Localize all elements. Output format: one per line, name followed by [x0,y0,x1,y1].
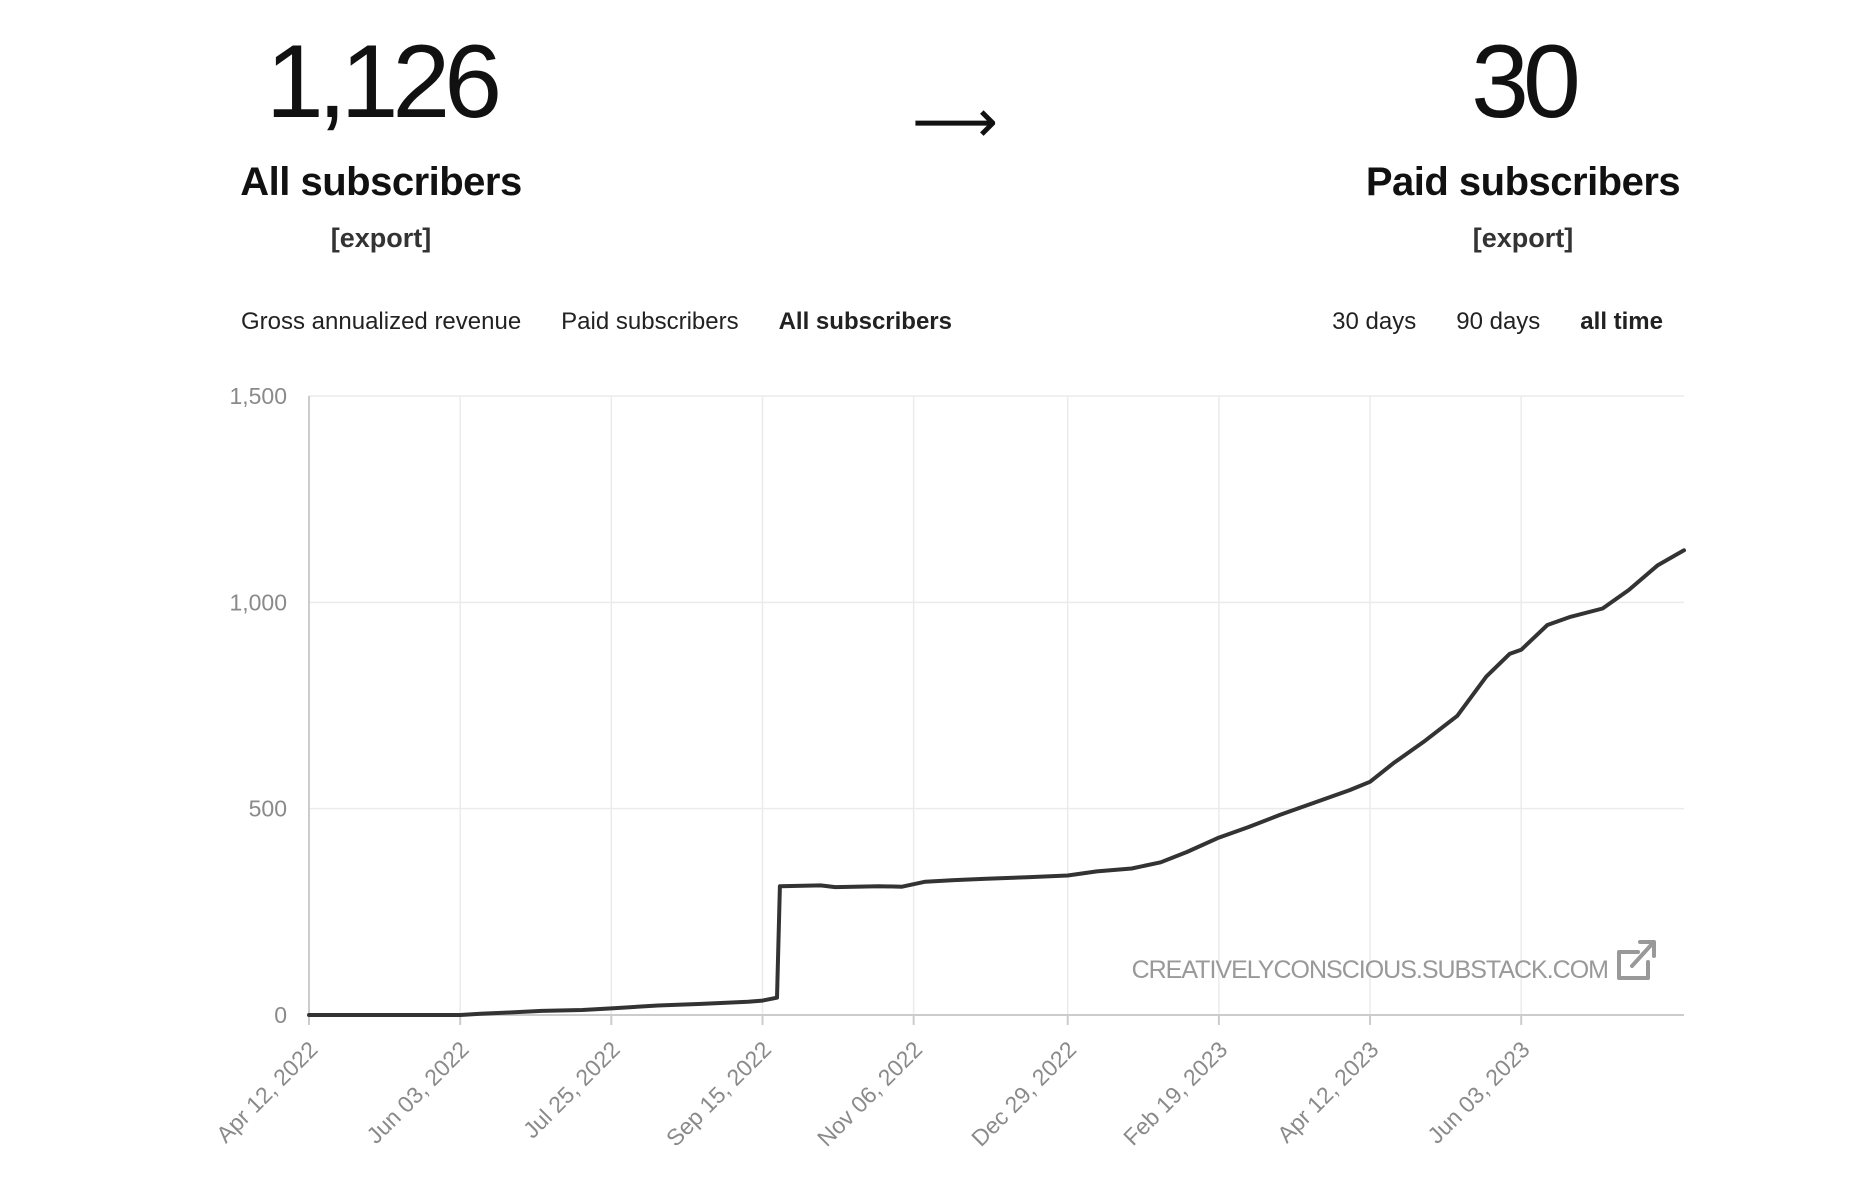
tab-all-time[interactable]: all time [1580,308,1663,335]
x-tick-label: Sep 15, 2022 [661,1036,776,1151]
x-tick-label: Feb 19, 2023 [1118,1036,1232,1150]
paid-subscribers-export-link[interactable]: [export] [1472,223,1574,253]
x-tick-label: Jun 03, 2022 [361,1036,473,1148]
chart-series [307,548,1686,1017]
watermark-text[interactable]: CREATIVELYCONSCIOUS.SUBSTACK.COM [1132,956,1609,984]
paid-subscribers-count: 30 [1471,24,1581,140]
tab-all-subscribers[interactable]: All subscribers [778,308,952,335]
tab-gross-annualized-revenue[interactable]: Gross annualized revenue [241,308,522,335]
metric-tabs: Gross annualized revenue Paid subscriber… [241,308,952,336]
paid-subscribers-label: Paid subscribers [1365,160,1681,204]
watermark[interactable]: CREATIVELYCONSCIOUS.SUBSTACK.COM [1132,940,1656,984]
subscribers-series-line [307,548,1686,1017]
range-tabs: 30 days 90 days all time [1332,308,1663,336]
x-tick-label: Jul 25, 2022 [518,1036,625,1143]
chart-grid [308,395,1684,1015]
y-tick-label: 1,500 [229,383,287,409]
x-tick-label: Apr 12, 2023 [1272,1036,1384,1148]
x-tick-label: Nov 06, 2022 [812,1036,927,1151]
x-tick-label: Dec 29, 2022 [966,1036,1081,1151]
arrow-right-icon: ⟶ [912,88,999,155]
tab-90-days[interactable]: 90 days [1456,308,1541,335]
external-link-icon[interactable] [1617,940,1656,980]
y-tick-label: 0 [274,1002,287,1028]
y-tick-label: 1,000 [229,589,287,615]
chart-axes: 0 500 1,000 1,500 Apr 12, 2022 Jun 03, 2022 Ju… [211,383,1684,1151]
y-tick-label: 500 [249,796,287,822]
x-tick-label: Apr 12, 2022 [211,1036,323,1148]
all-subscribers-export-link[interactable]: [export] [330,223,432,253]
tab-30-days[interactable]: 30 days [1332,308,1417,335]
all-subscribers-count: 1,126 [265,24,502,140]
all-subscribers-label: All subscribers [240,160,522,204]
all-subscribers-stat: 1,126 All subscribers [export] [171,30,591,254]
x-tick-label: Jun 03, 2023 [1422,1036,1534,1148]
paid-subscribers-stat: 30 Paid subscribers [export] [1313,30,1733,254]
tab-paid-subscribers[interactable]: Paid subscribers [561,308,739,335]
